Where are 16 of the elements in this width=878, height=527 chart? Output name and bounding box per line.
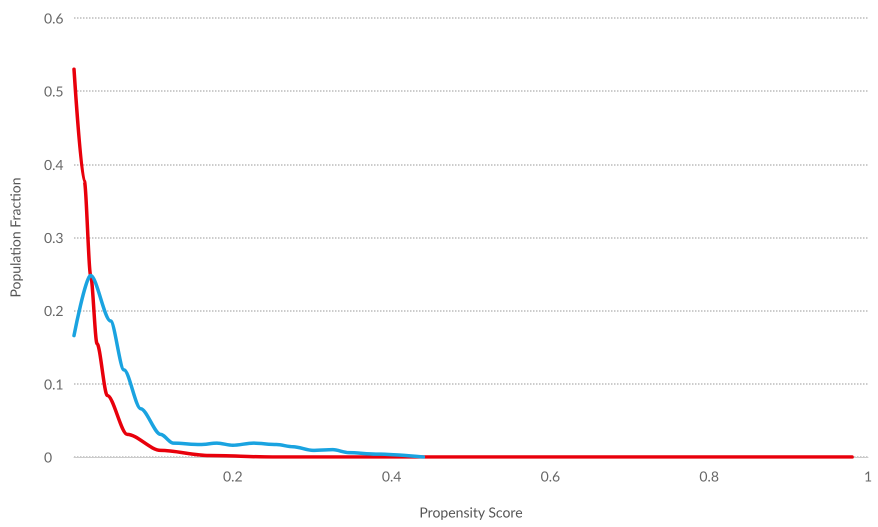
line-series xyxy=(72,67,854,459)
y-tick-label: 0.3 xyxy=(44,229,64,246)
line-series xyxy=(72,274,426,459)
x-tick-label: 0.8 xyxy=(699,468,719,484)
x-axis-title: Propensity Score xyxy=(419,504,523,520)
y-tick-label: 0 xyxy=(44,448,52,466)
y-tick-label: 0.6 xyxy=(44,10,64,26)
y-tick-label: 0.5 xyxy=(44,82,64,100)
y-tick-label: 0.1 xyxy=(44,375,64,392)
y-axis-title: Population Fraction xyxy=(6,177,24,298)
x-tick-label: 0.6 xyxy=(540,468,560,484)
x-tick-label: 0.4 xyxy=(382,468,402,484)
y-tick-label: 0.4 xyxy=(44,156,64,173)
x-tick-label: 0.2 xyxy=(223,468,243,484)
x-tick-label: 1 xyxy=(864,468,872,484)
y-tick-label: 0.2 xyxy=(44,302,64,320)
